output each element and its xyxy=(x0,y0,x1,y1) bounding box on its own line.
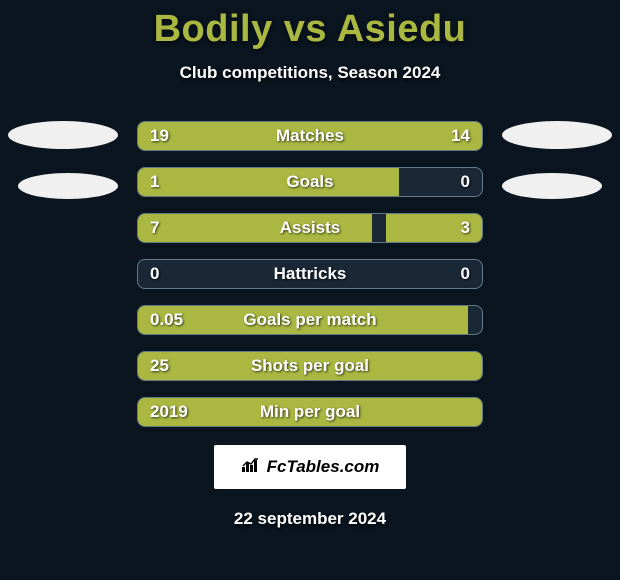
stat-value-left: 2019 xyxy=(150,402,188,422)
stat-bar-matches: 19 Matches 14 xyxy=(137,121,483,151)
stat-label: Assists xyxy=(280,218,340,238)
stat-label: Goals per match xyxy=(243,310,376,330)
stat-label: Goals xyxy=(286,172,333,192)
player-left-avatar-placeholder xyxy=(8,121,118,149)
comparison-bars: 19 Matches 14 1 Goals 0 7 Assists 3 0 Ha… xyxy=(0,121,620,427)
stat-value-left: 7 xyxy=(150,218,159,238)
bar-fill-left xyxy=(138,168,399,196)
player-right-avatar-placeholder xyxy=(502,121,612,149)
stat-value-left: 1 xyxy=(150,172,159,192)
stat-value-right: 0 xyxy=(461,264,470,284)
bar-fill-left xyxy=(138,122,399,150)
chart-icon xyxy=(241,457,261,478)
stat-value-left: 19 xyxy=(150,126,169,146)
stat-value-right: 3 xyxy=(461,218,470,238)
page-title: Bodily vs Asiedu xyxy=(0,0,620,51)
date-label: 22 september 2024 xyxy=(0,509,620,529)
stat-bar-shots-per-goal: 25 Shots per goal xyxy=(137,351,483,381)
stat-label: Min per goal xyxy=(260,402,360,422)
stat-value-right: 0 xyxy=(461,172,470,192)
stat-bar-goals: 1 Goals 0 xyxy=(137,167,483,197)
stat-value-left: 0 xyxy=(150,264,159,284)
fctables-logo[interactable]: FcTables.com xyxy=(214,445,406,489)
stat-bar-hattricks: 0 Hattricks 0 xyxy=(137,259,483,289)
stat-bar-goals-per-match: 0.05 Goals per match xyxy=(137,305,483,335)
stat-label: Hattricks xyxy=(274,264,347,284)
stat-label: Matches xyxy=(276,126,344,146)
player-right-avatar-placeholder-2 xyxy=(502,173,602,199)
stat-bar-assists: 7 Assists 3 xyxy=(137,213,483,243)
stat-bar-min-per-goal: 2019 Min per goal xyxy=(137,397,483,427)
logo-text: FcTables.com xyxy=(267,457,380,477)
subtitle: Club competitions, Season 2024 xyxy=(0,63,620,83)
stat-label: Shots per goal xyxy=(251,356,369,376)
player-left-avatar-placeholder-2 xyxy=(18,173,118,199)
stat-value-left: 0.05 xyxy=(150,310,183,330)
stat-value-left: 25 xyxy=(150,356,169,376)
stat-value-right: 14 xyxy=(451,126,470,146)
